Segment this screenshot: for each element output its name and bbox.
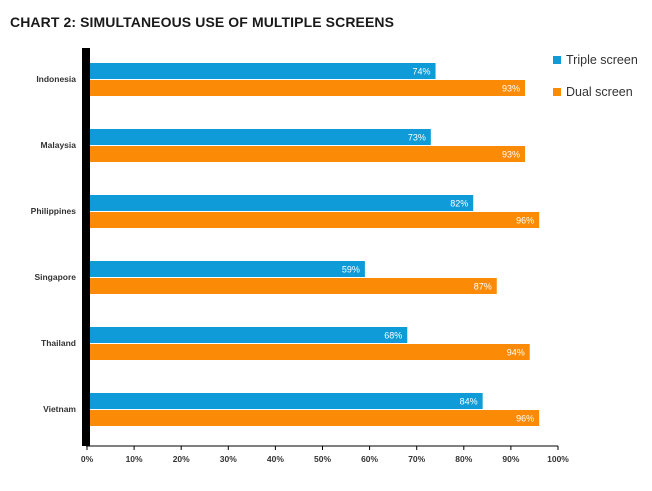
- x-tick-label: 30%: [220, 454, 237, 464]
- legend-item-triple: Triple screen: [553, 52, 638, 68]
- bar-triple-screen-indonesia: [87, 63, 436, 79]
- chart-title: CHART 2: SIMULTANEOUS USE OF MULTIPLE SC…: [10, 14, 395, 30]
- legend-swatch-triple: [553, 56, 561, 64]
- data-label-triple-screen-vietnam: 84%: [460, 397, 478, 407]
- data-label-dual-screen-philippines: 96%: [516, 216, 534, 226]
- x-tick-label: 10%: [126, 454, 143, 464]
- category-label-malaysia: Malaysia: [41, 140, 77, 150]
- bar-dual-screen-philippines: [87, 212, 540, 228]
- x-tick-label: 0%: [81, 454, 94, 464]
- bar-dual-screen-vietnam: [87, 410, 540, 426]
- data-label-triple-screen-indonesia: 74%: [413, 67, 431, 77]
- data-label-triple-screen-thailand: 68%: [384, 331, 402, 341]
- legend-label-triple: Triple screen: [566, 53, 638, 67]
- bar-dual-screen-indonesia: [87, 80, 526, 96]
- x-tick-label: 20%: [173, 454, 190, 464]
- bar-dual-screen-malaysia: [87, 146, 526, 162]
- bar-triple-screen-singapore: [87, 261, 365, 277]
- legend-label-dual: Dual screen: [566, 85, 633, 99]
- bar-triple-screen-thailand: [87, 327, 408, 343]
- category-label-philippines: Philippines: [31, 206, 77, 216]
- x-tick-label: 70%: [408, 454, 425, 464]
- data-label-dual-screen-singapore: 87%: [474, 282, 492, 292]
- bar-triple-screen-philippines: [87, 195, 474, 211]
- category-label-thailand: Thailand: [41, 338, 76, 348]
- bar-dual-screen-thailand: [87, 344, 530, 360]
- x-tick-label: 50%: [314, 454, 331, 464]
- data-label-dual-screen-malaysia: 93%: [502, 150, 520, 160]
- data-label-dual-screen-vietnam: 96%: [516, 414, 534, 424]
- data-label-dual-screen-thailand: 94%: [507, 348, 525, 358]
- y-axis-bar: [82, 48, 90, 446]
- category-label-vietnam: Vietnam: [43, 404, 76, 414]
- bar-triple-screen-vietnam: [87, 393, 483, 409]
- bar-dual-screen-singapore: [87, 278, 497, 294]
- x-tick-label: 90%: [502, 454, 519, 464]
- data-label-triple-screen-malaysia: 73%: [408, 133, 426, 143]
- x-tick-label: 40%: [267, 454, 284, 464]
- legend-item-dual: Dual screen: [553, 84, 638, 100]
- data-label-triple-screen-philippines: 82%: [450, 199, 468, 209]
- legend-swatch-dual: [553, 88, 561, 96]
- category-label-indonesia: Indonesia: [36, 74, 76, 84]
- x-tick-label: 60%: [361, 454, 378, 464]
- legend: Triple screen Dual screen: [553, 52, 638, 116]
- data-label-triple-screen-singapore: 59%: [342, 265, 360, 275]
- category-label-singapore: Singapore: [34, 272, 76, 282]
- data-label-dual-screen-indonesia: 93%: [502, 84, 520, 94]
- x-tick-label: 80%: [455, 454, 472, 464]
- bar-triple-screen-malaysia: [87, 129, 431, 145]
- x-tick-label: 100%: [547, 454, 569, 464]
